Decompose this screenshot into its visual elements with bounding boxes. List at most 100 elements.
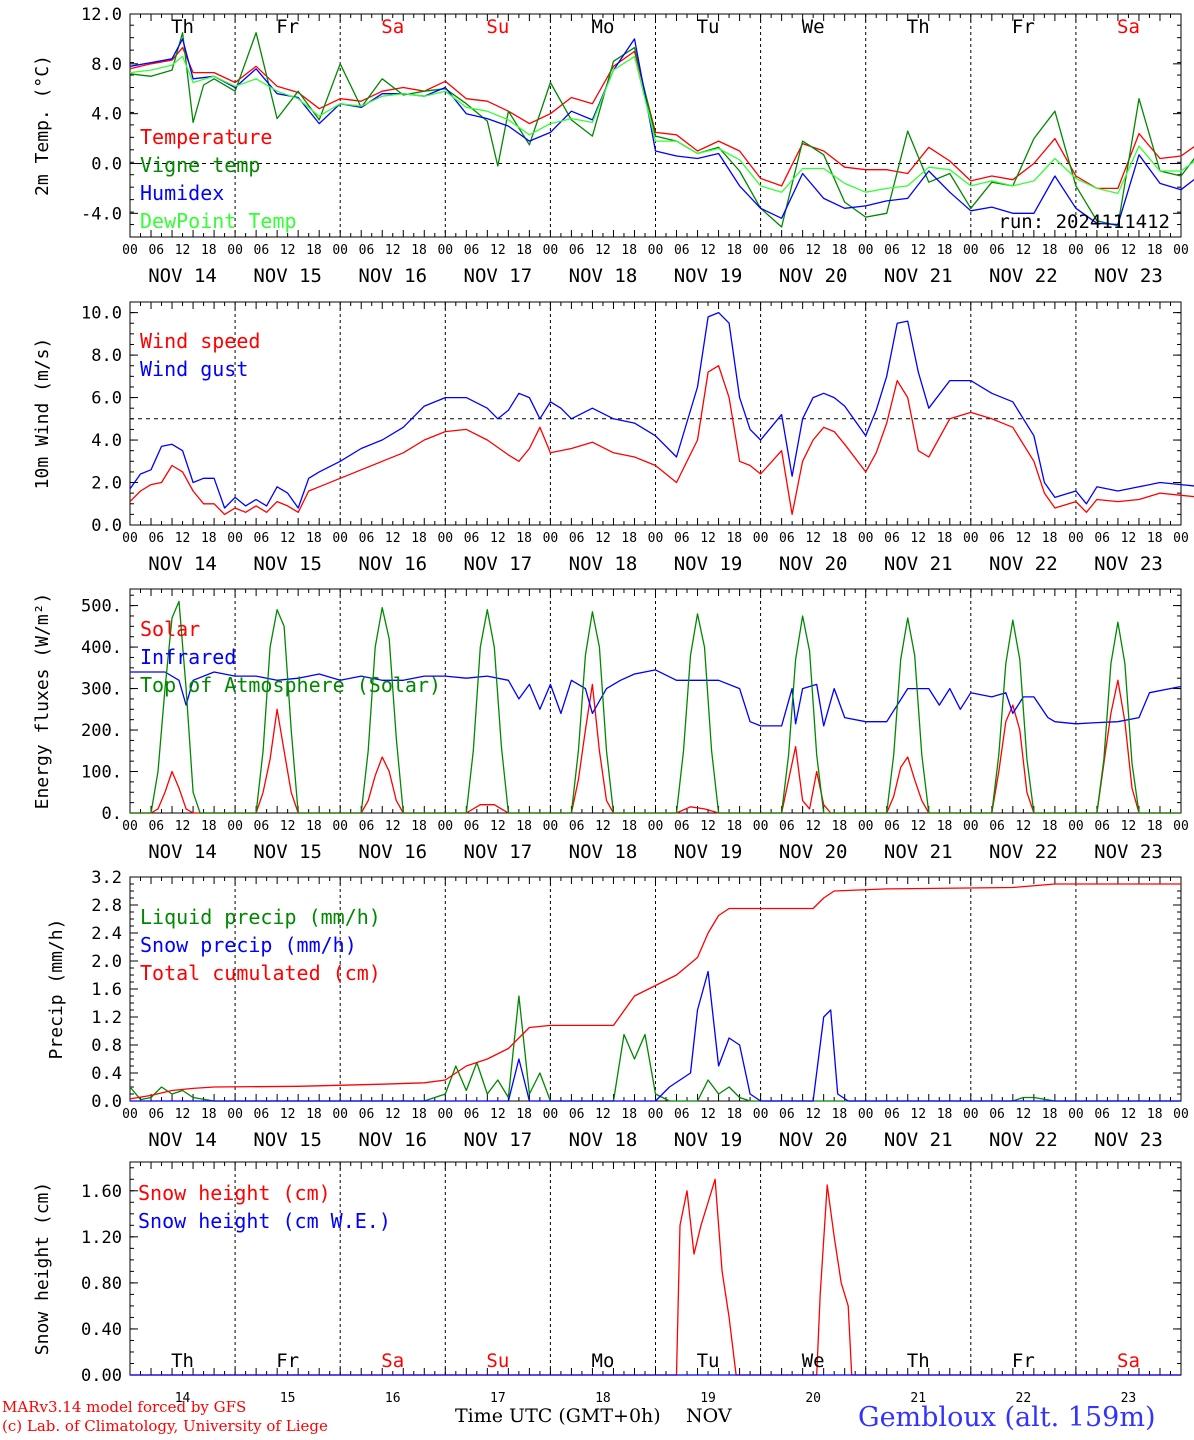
x-hour-label: 06: [254, 819, 270, 834]
y-tick-label: 1.2: [91, 1008, 122, 1028]
x-hour-label: 06: [464, 1107, 480, 1122]
x-hour-label: 18: [937, 531, 953, 546]
y-axis-label: Precip (mm/h): [46, 919, 67, 1060]
x-hour-label: 06: [148, 819, 164, 834]
x-hour-label: 00: [1173, 243, 1189, 258]
x-hour-label: 12: [175, 819, 191, 834]
x-date-label: NOV 16: [358, 265, 427, 287]
x-date-label: NOV 15: [253, 265, 322, 287]
x-hour-label: 12: [910, 819, 926, 834]
x-hour-label: 18: [726, 243, 742, 258]
x-hour-label: 12: [175, 243, 191, 258]
x-hour-label: 00: [227, 243, 243, 258]
x-hour-label: 06: [1094, 531, 1110, 546]
x-hour-label: 18: [937, 1107, 953, 1122]
x-hour-label: 12: [910, 1107, 926, 1122]
x-hour-label: 00: [858, 819, 874, 834]
x-hour-label: 18: [621, 819, 637, 834]
x-hour-label: 06: [569, 1107, 585, 1122]
x-hour-label: 18: [832, 1107, 848, 1122]
x-date-label: NOV 20: [779, 1129, 848, 1151]
x-hour-label: 00: [122, 1107, 138, 1122]
x-date-label: NOV 23: [1094, 841, 1163, 863]
legend-entry: Top of Atmosphere (Solar): [140, 673, 441, 697]
x-hour-label: 12: [490, 1107, 506, 1122]
x-hour-label: 06: [359, 819, 375, 834]
panel-5: Snow height (cm): [32, 1161, 1182, 1376]
x-hour-label: 06: [989, 243, 1005, 258]
x-day-number: 14: [175, 1391, 191, 1406]
x-hour-label: 12: [805, 243, 821, 258]
legend-entry: Total cumulated (cm): [140, 961, 381, 985]
y-tick-label: 2.0: [91, 474, 122, 494]
x-hour-label: 00: [332, 531, 348, 546]
footer-credits: MARv3.14 model forced by GFS (c) Lab. of…: [2, 1398, 328, 1436]
x-hour-label: 06: [989, 1107, 1005, 1122]
x-date-label: NOV 19: [674, 265, 743, 287]
x-hour-label: 06: [1094, 1107, 1110, 1122]
legend-entry: Humidex: [140, 181, 224, 205]
x-hour-label: 12: [910, 531, 926, 546]
x-hour-label: 06: [359, 1107, 375, 1122]
run-label: run: 2024111412: [998, 211, 1170, 233]
legend-entry: Wind speed: [140, 329, 260, 353]
x-date-label: NOV 20: [779, 265, 848, 287]
x-hour-label: 18: [201, 1107, 217, 1122]
x-hour-label: 06: [254, 531, 270, 546]
x-date-label: NOV 21: [884, 265, 953, 287]
x-hour-label: 00: [437, 531, 453, 546]
day-of-week-label: Tu: [697, 1350, 720, 1372]
y-tick-label: 1.20: [81, 1228, 122, 1248]
y-axis-label: Snow height (cm): [32, 1182, 53, 1355]
day-of-week-label: Tu: [697, 16, 720, 38]
x-hour-label: 12: [1121, 819, 1137, 834]
x-hour-label: 12: [595, 243, 611, 258]
x-hour-label: 00: [227, 531, 243, 546]
x-hour-label: 06: [1094, 243, 1110, 258]
day-of-week-label: Mo: [592, 1350, 615, 1372]
day-of-week-label: Sa: [381, 16, 404, 38]
legend-entry: Temperature: [140, 125, 272, 149]
legend-entry: Snow height (cm W.E.): [138, 1209, 391, 1233]
x-date-label: NOV 17: [464, 265, 533, 287]
x-hour-label: 06: [569, 243, 585, 258]
x-hour-label: 06: [989, 531, 1005, 546]
x-hour-label: 18: [726, 819, 742, 834]
x-hour-label: 00: [858, 1107, 874, 1122]
y-tick-label: -4.0: [81, 204, 122, 224]
x-hour-label: 18: [516, 1107, 532, 1122]
x-hour-label: 00: [858, 531, 874, 546]
y-axis-label: 10m Wind (m/s): [32, 338, 53, 490]
x-hour-label: 06: [884, 1107, 900, 1122]
x-hour-label: 00: [122, 819, 138, 834]
y-tick-label: 500.: [81, 597, 122, 617]
day-of-week-label: We: [802, 1350, 825, 1372]
x-hour-label: 06: [674, 243, 690, 258]
x-hour-label: 18: [621, 1107, 637, 1122]
x-hour-label: 18: [201, 819, 217, 834]
day-of-week-label: Sa: [1117, 1350, 1140, 1372]
x-hour-label: 12: [805, 531, 821, 546]
x-hour-label: 06: [148, 1107, 164, 1122]
x-hour-label: 06: [464, 531, 480, 546]
x-hour-label: 06: [674, 819, 690, 834]
x-date-label: NOV 17: [464, 553, 533, 575]
x-hour-label: 18: [1147, 819, 1163, 834]
x-date-label: NOV 21: [884, 1129, 953, 1151]
x-hour-label: 18: [832, 243, 848, 258]
x-axis-month: NOV: [686, 1405, 732, 1427]
x-day-number: 23: [1121, 1391, 1137, 1406]
x-hour-label: 06: [674, 1107, 690, 1122]
panel-frame: [129, 301, 1182, 526]
credit-line-2: (c) Lab. of Climatology, University of L…: [2, 1417, 328, 1435]
x-date-label: NOV 22: [989, 1129, 1058, 1151]
x-hour-label: 06: [779, 243, 795, 258]
y-tick-label: 1.60: [81, 1182, 122, 1202]
x-date-label: NOV 20: [779, 841, 848, 863]
x-hour-label: 12: [385, 1107, 401, 1122]
y-tick-label: 6.0: [91, 389, 122, 409]
x-hour-label: 00: [963, 531, 979, 546]
x-hour-label: 18: [516, 243, 532, 258]
x-hour-label: 06: [779, 819, 795, 834]
x-day-number: 15: [280, 1391, 296, 1406]
